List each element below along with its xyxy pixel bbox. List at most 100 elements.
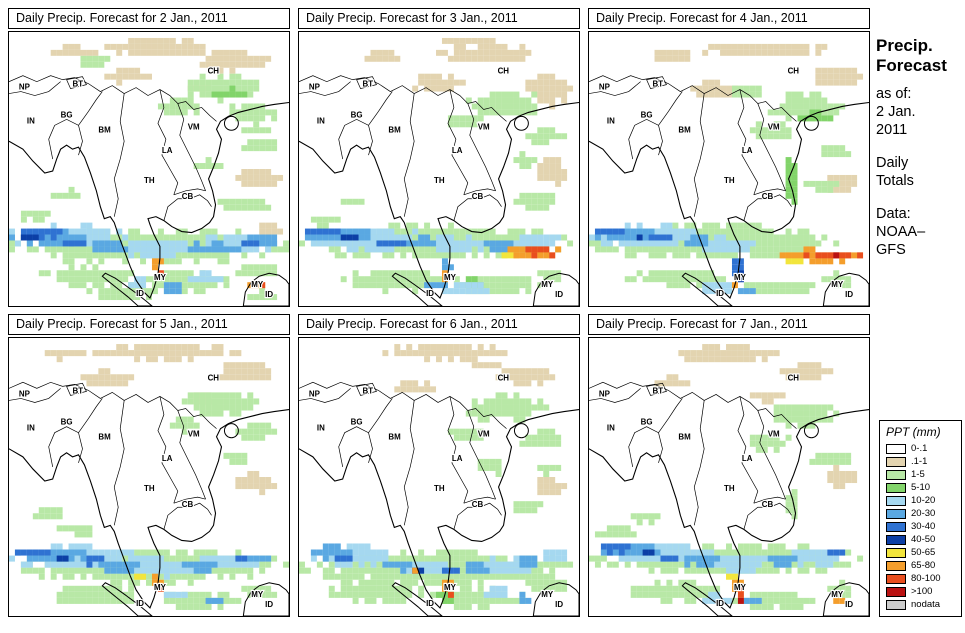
country-label: LA (452, 146, 463, 155)
country-label: CH (208, 67, 220, 76)
legend-label: 40-50 (911, 534, 936, 545)
legend-swatch (886, 547, 906, 558)
legend-entry: 5-10 (886, 481, 957, 494)
country-label: BG (351, 110, 363, 119)
legend-entry: 40-50 (886, 533, 957, 546)
country-label: IN (317, 116, 325, 125)
legend-entry: .1-1 (886, 455, 957, 468)
legend-swatch (886, 456, 906, 467)
country-label: CH (788, 373, 800, 382)
country-label: CB (472, 500, 484, 509)
country-label: MY (154, 583, 167, 592)
country-label: VM (478, 122, 490, 131)
country-label: ID (426, 289, 434, 298)
country-label: CB (182, 192, 194, 201)
forecast-map-panel: NP BT IN BG BM CH VM LA TH CB MY MY ID ID (588, 31, 870, 307)
legend: PPT (mm) 0-.1 .1-1 1-5 5-10 10-20 20-30 30-40 4… (879, 420, 962, 617)
country-label: IN (27, 116, 35, 125)
country-label: BT (73, 80, 84, 89)
legend-label: nodata (911, 599, 941, 610)
legend-entry: 1-5 (886, 468, 957, 481)
legend-entry: 0-.1 (886, 442, 957, 455)
country-label: ID (716, 599, 724, 608)
country-label: IN (607, 116, 615, 125)
country-label: TH (434, 176, 445, 185)
legend-label: 10-20 (911, 495, 936, 506)
legend-label: 65-80 (911, 560, 936, 571)
legend-label: 1-5 (911, 469, 925, 480)
data-source-label: Data: (876, 206, 911, 222)
legend-label: 80-100 (911, 573, 941, 584)
figure-info: Precip. Forecast as of: 2 Jan. 2011 Dail… (876, 36, 964, 259)
country-label: VM (188, 430, 200, 439)
country-label: NP (309, 389, 321, 398)
legend-swatch (886, 508, 906, 519)
totals-line1: Daily (876, 155, 909, 171)
country-label: NP (599, 389, 611, 398)
forecast-map-panel: NP BT IN BG BM CH VM LA TH CB MY MY ID ID (8, 337, 290, 617)
country-label: MY (831, 280, 844, 289)
country-label: IN (27, 424, 35, 433)
panel-title: Daily Precip. Forecast for 7 Jan., 2011 (588, 314, 870, 335)
country-label: BG (641, 418, 653, 427)
legend-entry: 30-40 (886, 520, 957, 533)
country-label: ID (555, 600, 563, 609)
country-label: IN (317, 424, 325, 433)
legend-entries: 0-.1 .1-1 1-5 5-10 10-20 20-30 30-40 40-50 50-65… (886, 442, 957, 611)
country-label: ID (265, 600, 273, 609)
legend-entry: nodata (886, 598, 957, 611)
country-label: MY (444, 583, 457, 592)
as-of-date-line2: 2011 (876, 122, 908, 138)
country-label: MY (734, 273, 747, 282)
totals-line2: Totals (876, 173, 914, 189)
country-label: BM (678, 125, 691, 134)
data-source-line2: GFS (876, 242, 906, 258)
country-label: TH (144, 484, 155, 493)
country-label: MY (251, 590, 264, 599)
legend-swatch (886, 469, 906, 480)
legend-entry: >100 (886, 585, 957, 598)
country-label: MY (444, 273, 457, 282)
country-label: CB (762, 192, 774, 201)
data-source-line1: NOAA– (876, 224, 926, 240)
panel-title: Daily Precip. Forecast for 2 Jan., 2011 (8, 8, 290, 29)
panel-title: Daily Precip. Forecast for 3 Jan., 2011 (298, 8, 580, 29)
as-of-date-line1: 2 Jan. (876, 104, 916, 120)
country-label: MY (831, 590, 844, 599)
country-label: LA (162, 454, 173, 463)
legend-label: 0-.1 (911, 443, 928, 454)
country-label: CH (498, 373, 510, 382)
country-label: CB (472, 192, 484, 201)
legend-swatch (886, 573, 906, 584)
country-label: MY (541, 590, 554, 599)
country-label: MY (251, 280, 264, 289)
country-label: LA (162, 146, 173, 155)
country-label: MY (541, 280, 554, 289)
country-label: TH (724, 484, 735, 493)
country-label: BG (641, 110, 653, 119)
country-label: LA (452, 454, 463, 463)
country-label: ID (426, 599, 434, 608)
legend-entry: 65-80 (886, 559, 957, 572)
legend-entry: 10-20 (886, 494, 957, 507)
country-label: VM (768, 122, 780, 131)
country-label: BM (98, 125, 111, 134)
country-label: MY (734, 583, 747, 592)
country-label: NP (19, 389, 31, 398)
forecast-map-panel: NP BT IN BG BM CH VM LA TH CB MY MY ID ID (298, 31, 580, 307)
legend-entry: 20-30 (886, 507, 957, 520)
country-label: CH (788, 67, 800, 76)
legend-label: 5-10 (911, 482, 931, 493)
legend-label: 50-65 (911, 547, 936, 558)
country-label: TH (144, 176, 155, 185)
country-label: BT (363, 80, 374, 89)
legend-swatch (886, 534, 906, 545)
legend-swatch (886, 521, 906, 532)
as-of-label: as of: (876, 86, 912, 102)
legend-title: PPT (mm) (886, 425, 941, 439)
legend-swatch (886, 560, 906, 571)
legend-swatch (886, 482, 906, 493)
